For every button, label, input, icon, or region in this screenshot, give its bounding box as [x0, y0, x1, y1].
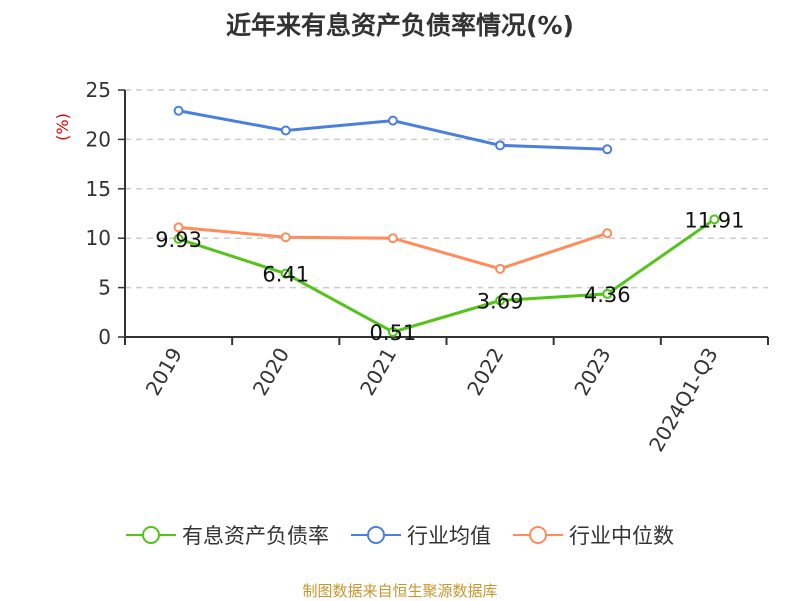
chart-title: 近年来有息资产负债率情况(%): [226, 11, 574, 40]
legend-item[interactable]: 行业均值: [351, 520, 491, 550]
legend-label: 行业中位数: [569, 524, 674, 548]
legend-line-circle-icon: [351, 526, 401, 544]
x-tick-label: 2023: [569, 344, 615, 400]
data-label: 3.69: [477, 290, 524, 314]
y-tick-label: 10: [86, 226, 111, 250]
data-point[interactable]: [495, 140, 506, 151]
data-point[interactable]: [709, 214, 720, 225]
series-line: [178, 218, 716, 334]
data-label: 4.36: [584, 283, 631, 307]
data-point[interactable]: [495, 263, 506, 274]
data-label: 0.51: [370, 321, 417, 345]
data-point[interactable]: [602, 144, 613, 155]
source-note: 制图数据来自恒生聚源数据库: [302, 582, 498, 600]
legend-label: 有息资产负债率: [182, 524, 329, 548]
data-point[interactable]: [495, 295, 506, 306]
data-label: 6.41: [262, 263, 309, 287]
legend-item[interactable]: 有息资产负债率: [126, 520, 329, 550]
data-label: 9.93: [155, 228, 202, 252]
x-tick-label: 2019: [141, 344, 187, 400]
data-point[interactable]: [173, 105, 184, 116]
legend-line-circle-icon: [513, 526, 563, 544]
data-point[interactable]: [387, 233, 398, 244]
x-tick-label: 2024Q1-Q3: [644, 344, 723, 456]
line-chart: 0 5 10 15 20 25 (%) 2019 2020 2021 2022 2023 2024Q1-…: [53, 78, 769, 456]
data-point[interactable]: [173, 222, 184, 233]
y-tick-label: 15: [86, 177, 111, 201]
legend-line-circle-icon: [126, 526, 176, 544]
data-point[interactable]: [280, 232, 291, 243]
legend: 有息资产负债率 行业均值 行业中位数: [0, 520, 800, 550]
y-axis-label: (%): [53, 113, 72, 141]
data-point[interactable]: [173, 233, 184, 244]
data-point[interactable]: [387, 326, 398, 337]
legend-item[interactable]: 行业中位数: [513, 520, 674, 550]
x-tick-label: 2022: [462, 344, 508, 400]
x-tick-label: 2020: [248, 344, 294, 400]
x-tick-label: 2021: [355, 344, 401, 400]
data-label: 11.91: [684, 208, 744, 232]
y-tick-label: 0: [98, 325, 111, 349]
data-point[interactable]: [387, 115, 398, 126]
data-point[interactable]: [602, 228, 613, 239]
data-point[interactable]: [280, 268, 291, 279]
y-tick-label: 25: [86, 78, 111, 102]
data-point[interactable]: [280, 125, 291, 136]
legend-label: 行业均值: [407, 524, 491, 548]
y-tick-label: 20: [86, 127, 111, 151]
data-point[interactable]: [602, 288, 613, 299]
y-tick-label: 5: [98, 276, 111, 300]
